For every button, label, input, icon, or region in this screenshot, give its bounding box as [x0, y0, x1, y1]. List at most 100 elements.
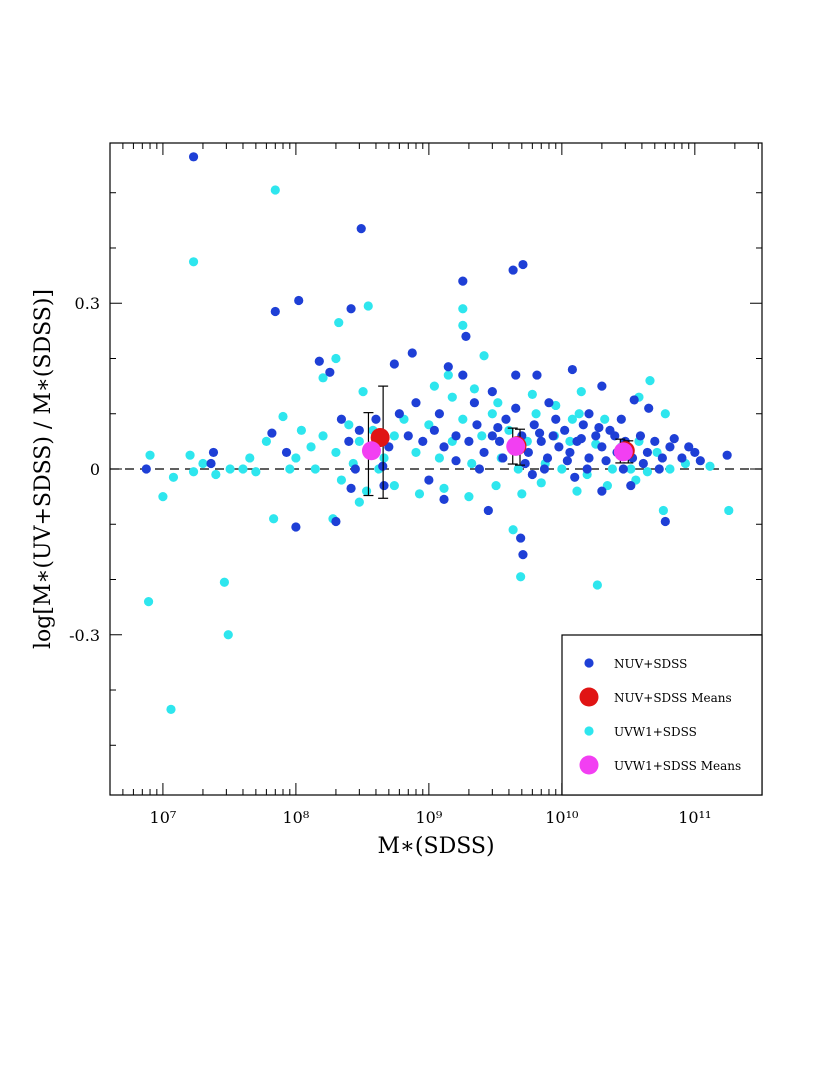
uvw1-sdss-point	[458, 304, 468, 314]
uvw1-sdss-point	[439, 483, 449, 493]
nuv-sdss-point	[208, 447, 219, 458]
nuv-sdss-point	[560, 425, 570, 435]
legend-label: NUV+SDSS	[614, 657, 687, 671]
uvw1-sdss-point	[331, 353, 341, 364]
uvw1-sdss-point	[724, 505, 734, 516]
nuv-sdss-point	[474, 464, 485, 474]
nuv-sdss-point	[650, 436, 660, 446]
nuv-sdss-point	[548, 431, 558, 441]
nuv-sdss-point	[516, 533, 526, 543]
uvw1-sdss-point	[642, 467, 653, 477]
nuv-sdss-point	[439, 442, 449, 452]
nuv-sdss-point	[141, 464, 151, 474]
uvw1-sdss-point	[331, 447, 341, 458]
uvw1-sdss-point	[645, 375, 655, 386]
uvw1-sdss-point	[285, 464, 295, 474]
nuv-sdss-point	[536, 436, 546, 446]
uvw1-sdss-point	[158, 492, 168, 502]
x-tick-label: 10⁷	[150, 808, 177, 827]
y-tick-label: -0.3	[69, 626, 100, 645]
nuv-sdss-point	[493, 422, 503, 433]
nuv-sdss-point	[411, 398, 421, 408]
uvw1-sdss-point	[223, 630, 233, 640]
nuv-sdss-point	[267, 428, 277, 438]
legend-marker	[584, 658, 594, 668]
uvw1-sdss-point	[469, 384, 480, 394]
nuv-sdss-point	[487, 387, 497, 397]
uvw1-sdss-point	[574, 409, 584, 419]
nuv-sdss-point	[539, 464, 550, 474]
uvw1-sdss-point	[567, 414, 577, 424]
uvw1-sdss-point	[443, 370, 453, 380]
nuv-sdss-point	[584, 409, 594, 419]
uvw1-sdss-point	[477, 431, 487, 441]
uvw1-sdss-point	[576, 387, 586, 397]
nuv-sdss-point	[464, 436, 474, 446]
uvw1-sdss-mean-point	[613, 442, 633, 462]
nuv-sdss-point	[642, 447, 653, 458]
nuv-sdss-point	[520, 458, 530, 469]
uvw1-sdss-point	[607, 464, 618, 474]
uvw1-sdss-point	[389, 431, 399, 441]
nuv-sdss-point	[451, 456, 461, 466]
nuv-sdss-point	[511, 403, 521, 413]
uvw1-sdss-point	[458, 320, 468, 330]
nuv-sdss-point	[518, 550, 528, 560]
nuv-sdss-point	[294, 295, 304, 306]
nuv-sdss-point	[657, 453, 667, 463]
legend: NUV+SDSS NUV+SDSS Means UVW1+SDSS UVW1+SDSS…	[561, 634, 763, 796]
nuv-sdss-point	[458, 370, 468, 380]
uvw1-sdss-point	[626, 464, 636, 474]
nuv-sdss-point	[511, 370, 521, 380]
uvw1-sdss-point	[508, 525, 518, 535]
y-tick-label: 0	[90, 460, 100, 479]
uvw1-sdss-point	[658, 505, 668, 516]
nuv-sdss-point	[206, 458, 216, 469]
nuv-sdss-point	[677, 453, 687, 463]
legend-marker	[579, 755, 599, 775]
uvw1-sdss-point	[458, 414, 468, 424]
uvw1-sdss-point	[344, 420, 354, 430]
nuv-sdss-point	[418, 436, 428, 446]
nuv-sdss-point	[594, 422, 604, 433]
uvw1-sdss-point	[517, 489, 527, 499]
nuv-sdss-point	[356, 224, 366, 234]
legend-marker	[579, 687, 599, 707]
uvw1-sdss-point	[361, 486, 372, 496]
nuv-sdss-point	[354, 425, 364, 435]
uvw1-sdss-point	[389, 480, 399, 491]
uvw1-sdss-point	[493, 398, 503, 408]
nuv-sdss-point	[344, 436, 354, 446]
uvw1-sdss-point	[565, 436, 575, 446]
uvw1-sdss-point	[467, 458, 477, 469]
uvw1-sdss-point	[527, 389, 537, 400]
uvw1-sdss-point	[310, 464, 320, 474]
nuv-sdss-point	[576, 434, 586, 444]
y-tick-label: 0.3	[75, 294, 100, 313]
nuv-sdss-point	[722, 450, 732, 460]
nuv-sdss-point	[534, 428, 545, 438]
x-tick-label: 10¹⁰	[545, 808, 578, 827]
nuv-sdss-point	[443, 362, 453, 372]
uvw1-sdss-point	[219, 577, 230, 587]
nuv-sdss-point	[508, 265, 518, 275]
nuv-sdss-point	[597, 442, 607, 452]
nuv-sdss-point	[582, 464, 592, 474]
nuv-sdss-point	[529, 420, 539, 430]
nuv-sdss-point	[270, 306, 280, 317]
uvw1-sdss-point	[188, 467, 199, 477]
nuv-sdss-point	[578, 420, 588, 430]
nuv-sdss-point	[638, 458, 648, 469]
nuv-sdss-point	[635, 431, 646, 441]
nuv-sdss-point	[601, 456, 611, 466]
uvw1-sdss-point	[334, 317, 344, 328]
uvw1-sdss-point	[513, 464, 523, 474]
uvw1-sdss-point	[429, 381, 439, 391]
uvw1-sdss-point	[479, 351, 489, 361]
uvw1-sdss-point	[296, 425, 306, 435]
uvw1-sdss-point	[464, 492, 474, 502]
x-tick-label: 10¹¹	[678, 808, 711, 827]
nuv-sdss-point	[451, 431, 461, 441]
nuv-sdss-point	[325, 367, 335, 377]
uvw1-sdss-point	[306, 442, 316, 452]
